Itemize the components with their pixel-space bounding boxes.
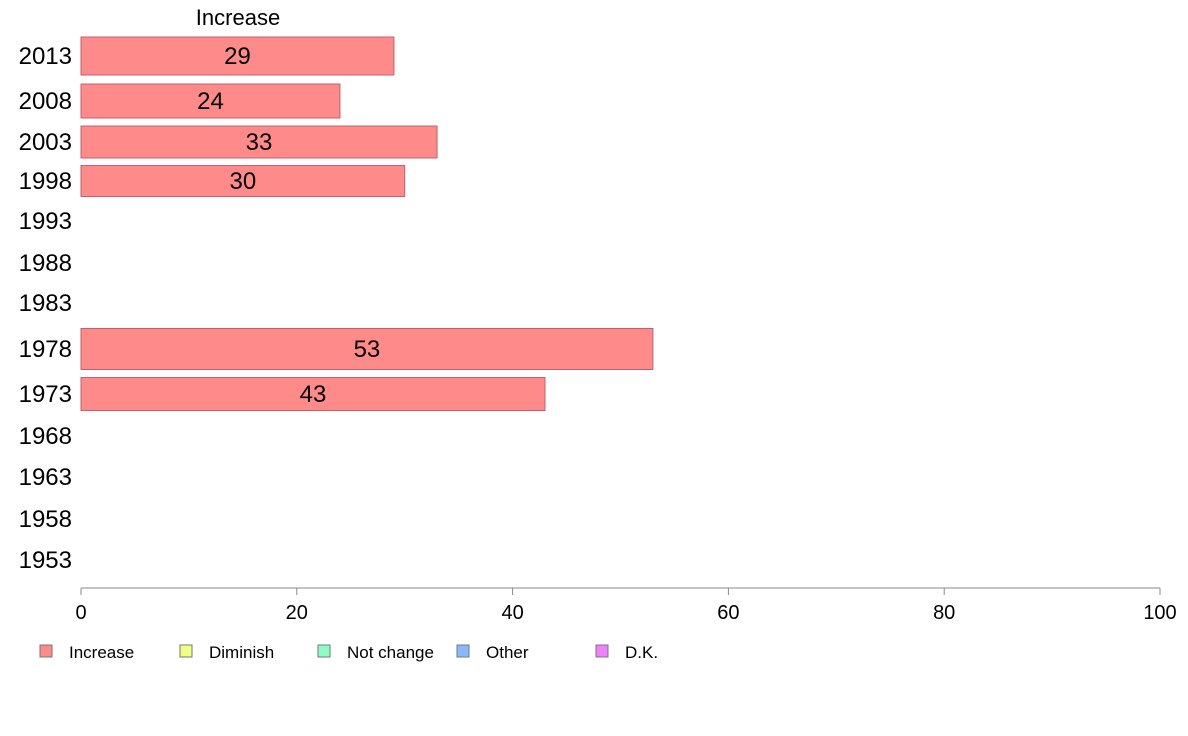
x-tick-label: 20 [286,602,308,624]
y-tick-label: 1978 [19,336,72,363]
y-tick-label: 1968 [19,423,72,450]
y-tick-label: 1983 [19,290,72,317]
bar-2013 [80,36,395,76]
legend-label: Not change [347,643,434,662]
chart-title: Increase [196,5,280,30]
bar-2003 [80,125,438,159]
x-axis: 0 20 40 60 80 100 [75,587,1177,624]
data-label: 53 [354,336,381,363]
x-tick-label: 40 [501,602,523,624]
legend-label: Other [486,643,529,662]
y-tick-label: 2003 [19,129,72,156]
legend-swatch [39,644,53,658]
y-tick-label: 2013 [19,43,72,70]
x-tick-label: 0 [75,602,86,624]
legend-swatch [317,644,331,658]
data-label: 43 [300,381,327,408]
x-tick-label: 100 [1143,602,1176,624]
x-tick-label: 60 [717,602,739,624]
y-tick-label: 1953 [19,547,72,574]
legend-label: D.K. [625,643,658,662]
y-tick-label: 1993 [19,208,72,235]
legend-swatch [595,644,609,658]
y-tick-label: 1963 [19,464,72,491]
y-tick-label: 1988 [19,250,72,277]
bar-2008 [80,83,341,119]
y-tick-label: 2008 [19,88,72,115]
data-label: 29 [224,43,251,70]
legend-swatch [179,644,193,658]
y-tick-label: 1973 [19,381,72,408]
bar-1973 [80,377,546,411]
y-tick-label: 1958 [19,506,72,533]
legend-label: Diminish [209,643,274,662]
legend-label: Increase [69,643,134,662]
bar-1978 [80,328,654,370]
data-label: 24 [197,88,224,115]
y-axis-labels: 2013 2008 2003 1998 1993 1988 1983 1978 1973 1968… [19,43,72,574]
legend: Increase Diminish Not change Other D.K. [39,643,658,662]
x-tick-label: 80 [933,602,955,624]
y-tick-label: 1998 [19,168,72,195]
bar-1998 [80,165,406,197]
data-label: 33 [246,129,273,156]
data-label: 30 [229,168,256,195]
legend-swatch [456,644,470,658]
